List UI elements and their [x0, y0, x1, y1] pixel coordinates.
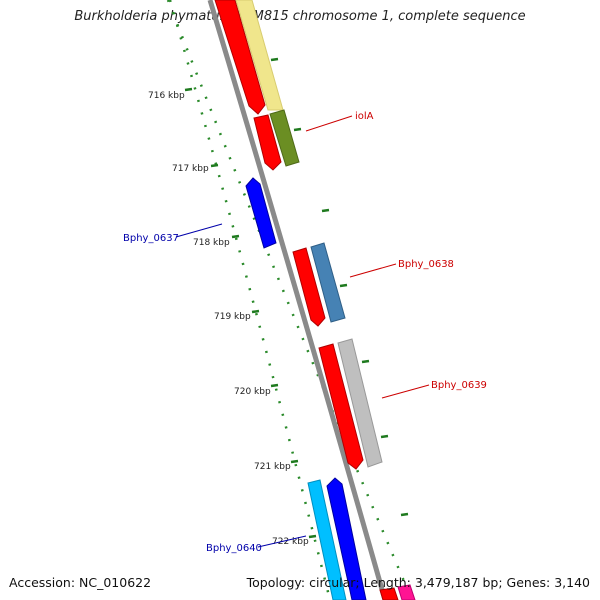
gene-feature-blue[interactable] [245, 177, 277, 249]
tick-mark [321, 208, 330, 213]
tick-mark [339, 283, 348, 288]
tick-mark [290, 459, 299, 464]
gene-label-bphy-0639[interactable]: Bphy_0639 [431, 380, 487, 391]
gene-label-iolA[interactable]: iolA [355, 111, 374, 122]
tick-mark [184, 87, 193, 92]
gene-feature-grey[interactable] [337, 338, 383, 468]
tick-mark [231, 234, 240, 239]
tick-label: 717 kbp [172, 164, 209, 174]
map-title: Burkholderia phymatum STM815 chromosome … [74, 9, 526, 24]
gene-label-bphy-0637[interactable]: Bphy_0637 [123, 233, 179, 244]
gene-feature-red[interactable] [292, 247, 326, 327]
tick-mark [270, 383, 279, 388]
tick-mark [293, 127, 302, 132]
leader-line-bphy-0637 [175, 223, 223, 238]
gene-feature-olive[interactable] [269, 109, 300, 167]
gene-feature-red[interactable] [253, 114, 282, 171]
tick-label: 718 kbp [193, 238, 230, 248]
gene-labels: iolA Bphy_0637 Bphy_0638 Bphy_0639 Bphy_… [123, 111, 487, 554]
ruler-outer-track [166, 0, 414, 600]
tick-mark [308, 534, 317, 539]
tick-mark [380, 434, 389, 439]
tick-mark [400, 512, 409, 517]
major-ticks [184, 57, 409, 539]
ruler-inner-track [168, 0, 332, 600]
tick-mark [270, 57, 279, 62]
gene-feature-cyan[interactable] [307, 479, 347, 600]
gene-feature-steelblue[interactable] [310, 242, 346, 323]
label-leaders [175, 115, 430, 548]
gene-label-bphy-0640[interactable]: Bphy_0640 [206, 543, 262, 554]
leader-line-bphy-0640 [257, 535, 307, 548]
gene-features [214, 0, 416, 600]
tick-label: 722 kbp [272, 537, 309, 547]
accession-text: Accession: NC_010622 [9, 575, 152, 590]
tick-label: 721 kbp [254, 462, 291, 472]
tick-mark [361, 359, 370, 364]
gene-feature-red[interactable] [214, 0, 266, 115]
leader-line-bphy-0639 [381, 384, 430, 399]
gene-feature-red[interactable] [379, 587, 399, 600]
chromosome-backbone [207, 0, 388, 600]
leader-line-iolA [305, 115, 353, 132]
tick-mark [210, 163, 219, 168]
gene-feature-blue[interactable] [326, 477, 367, 600]
tick-label: 716 kbp [148, 91, 185, 101]
tick-mark [251, 309, 260, 314]
leader-line-bphy-0638 [349, 263, 397, 278]
tick-labels: 716 kbp 717 kbp 718 kbp 719 kbp 720 kbp … [148, 91, 309, 547]
gene-feature-red[interactable] [318, 343, 364, 470]
tick-label: 720 kbp [234, 387, 271, 397]
tick-label: 719 kbp [214, 312, 251, 322]
genome-stats-text: Topology: circular; Length: 3,479,187 bp… [246, 575, 590, 590]
gene-feature-pink[interactable] [397, 584, 416, 600]
gene-label-bphy-0638[interactable]: Bphy_0638 [398, 259, 454, 270]
